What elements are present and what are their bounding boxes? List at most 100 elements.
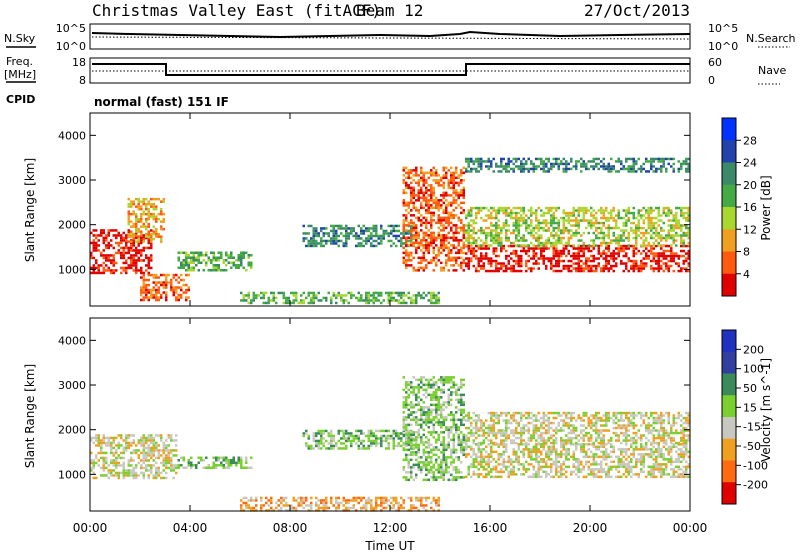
freq-label-2: [MHz]: [4, 68, 36, 81]
echo-cell: [667, 162, 670, 166]
echo-cell: [660, 254, 663, 258]
echo-cell: [307, 244, 310, 248]
echo-cell: [600, 206, 603, 210]
echo-cell: [120, 444, 123, 447]
echo-cell: [195, 464, 198, 467]
echo-cell: [465, 236, 468, 240]
echo-cell: [357, 296, 360, 300]
echo-cell: [567, 241, 570, 245]
echo-cell: [410, 296, 413, 300]
echo-cell: [92, 266, 95, 270]
echo-cell: [427, 443, 430, 447]
echo-cell: [685, 157, 688, 161]
echo-cell: [125, 236, 128, 240]
echo-cell: [417, 418, 420, 422]
echo-cell: [450, 201, 453, 205]
echo-cell: [222, 261, 225, 264]
echo-cell: [555, 206, 558, 210]
echo-cell: [452, 191, 455, 195]
echo-cell: [665, 214, 668, 217]
echo-cell: [420, 438, 423, 442]
echo-cell: [422, 441, 425, 444]
echo-cell: [562, 209, 565, 212]
echo-cell: [405, 391, 408, 394]
echo-cell: [460, 383, 463, 387]
echo-cell: [157, 444, 160, 447]
echo-cell: [315, 234, 318, 238]
echo-cell: [420, 406, 423, 409]
echo-cell: [170, 283, 173, 287]
echo-cell: [470, 211, 473, 215]
echo-cell: [150, 212, 153, 216]
echo-cell: [667, 229, 670, 232]
echo-cell: [527, 226, 530, 230]
echo-cell: [345, 227, 348, 230]
echo-cell: [345, 447, 348, 450]
echo-cell: [550, 241, 553, 245]
echo-cell: [352, 229, 355, 233]
echo-cell: [175, 288, 178, 292]
echo-cell: [157, 469, 160, 472]
echo-cell: [420, 229, 423, 232]
echo-cell: [315, 296, 318, 300]
echo-cell: [140, 288, 143, 292]
echo-cell: [375, 499, 378, 502]
echo-cell: [670, 247, 673, 250]
echo-cell: [132, 474, 135, 477]
echo-cell: [462, 446, 465, 449]
echo-cell: [125, 251, 128, 255]
echo-cell: [435, 408, 438, 412]
echo-cell: [627, 216, 630, 220]
echo-cell: [540, 167, 543, 171]
echo-cell: [547, 259, 550, 263]
echo-cell: [355, 234, 358, 238]
echo-cell: [487, 470, 490, 474]
echo-cell: [405, 209, 408, 212]
echo-cell: [497, 219, 500, 222]
echo-cell: [487, 216, 490, 220]
echo-cell: [200, 261, 203, 264]
echo-cell: [557, 269, 560, 273]
echo-cell: [380, 439, 383, 443]
echo-cell: [667, 214, 670, 217]
echo-cell: [632, 162, 635, 166]
echo-cell: [360, 499, 363, 502]
echo-cell: [137, 220, 140, 223]
echo-cell: [127, 251, 130, 255]
echo-cell: [417, 236, 420, 240]
echo-cell: [122, 231, 125, 235]
echo-cell: [507, 236, 510, 240]
echo-cell: [272, 299, 275, 302]
echo-cell: [485, 475, 488, 479]
echo-cell: [412, 406, 415, 409]
echo-cell: [142, 298, 145, 302]
echo-cell: [422, 256, 425, 260]
echo-cell: [687, 264, 690, 268]
echo-cell: [590, 214, 593, 217]
echo-cell: [592, 160, 595, 163]
echo-cell: [442, 436, 445, 439]
echo-cell: [580, 269, 583, 273]
echo-cell: [557, 234, 560, 237]
echo-cell: [360, 442, 363, 445]
echo-cell: [537, 206, 540, 210]
echo-cell: [402, 443, 405, 447]
echo-cell: [410, 239, 413, 243]
echo-cell: [610, 257, 613, 260]
echo-cell: [530, 231, 533, 235]
echo-cell: [420, 186, 423, 190]
echo-cell: [422, 181, 425, 185]
echo-cell: [530, 206, 533, 210]
echo-cell: [532, 247, 535, 250]
echo-cell: [627, 269, 630, 273]
echo-cell: [310, 239, 313, 243]
echo-cell: [290, 509, 293, 512]
echo-cell: [435, 264, 438, 267]
echo-cell: [412, 437, 415, 440]
echo-cell: [312, 229, 315, 233]
echo-cell: [510, 257, 513, 260]
echo-cell: [595, 236, 598, 240]
echo-cell: [282, 296, 285, 300]
echo-cell: [165, 291, 168, 294]
echo-cell: [137, 441, 140, 445]
